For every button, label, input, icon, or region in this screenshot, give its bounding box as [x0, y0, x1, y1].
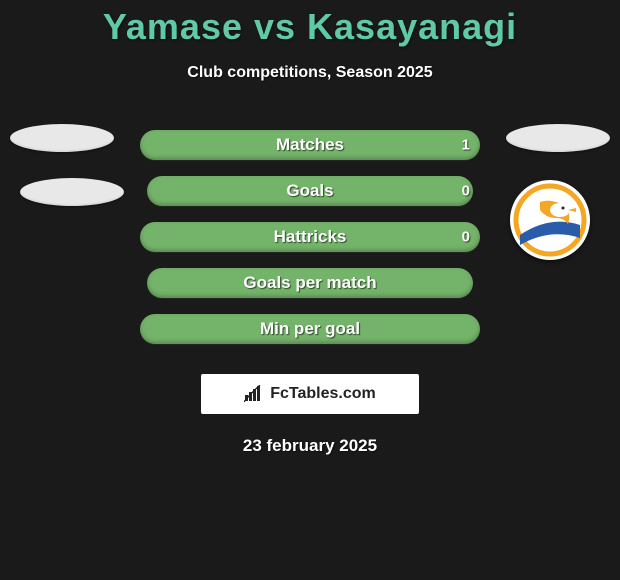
stat-row-goals: Goals 0: [0, 168, 620, 214]
bar-chart-icon: [244, 385, 266, 403]
page-title: Yamase vs Kasayanagi: [0, 0, 620, 48]
stat-row-matches: Matches 1: [0, 122, 620, 168]
stat-bar: Goals 0: [140, 176, 480, 206]
stat-bar: Matches 1: [140, 130, 480, 160]
branding-link[interactable]: FcTables.com: [201, 374, 419, 414]
stat-value-right: 1: [462, 137, 470, 154]
stat-row-goals-per-match: Goals per match: [0, 260, 620, 306]
stats-section: Matches 1 Goals 0 Hattricks 0 Goals per …: [0, 122, 620, 352]
page-subtitle: Club competitions, Season 2025: [0, 64, 620, 82]
stat-bar: Hattricks 0: [140, 222, 480, 252]
date-text: 23 february 2025: [0, 436, 620, 456]
stat-label: Min per goal: [260, 319, 360, 339]
stat-bar: Goals per match: [140, 268, 480, 298]
stat-row-hattricks: Hattricks 0: [0, 214, 620, 260]
infographic-root: Yamase vs Kasayanagi Club competitions, …: [0, 0, 620, 580]
stat-label: Hattricks: [274, 227, 347, 247]
stat-label: Goals: [286, 181, 333, 201]
stat-value-right: 0: [462, 229, 470, 246]
stat-bar: Min per goal: [140, 314, 480, 344]
branding-text: FcTables.com: [270, 385, 376, 403]
stat-label: Matches: [276, 135, 344, 155]
stat-row-min-per-goal: Min per goal: [0, 306, 620, 352]
stat-label: Goals per match: [243, 273, 376, 293]
stat-value-right: 0: [462, 183, 470, 200]
